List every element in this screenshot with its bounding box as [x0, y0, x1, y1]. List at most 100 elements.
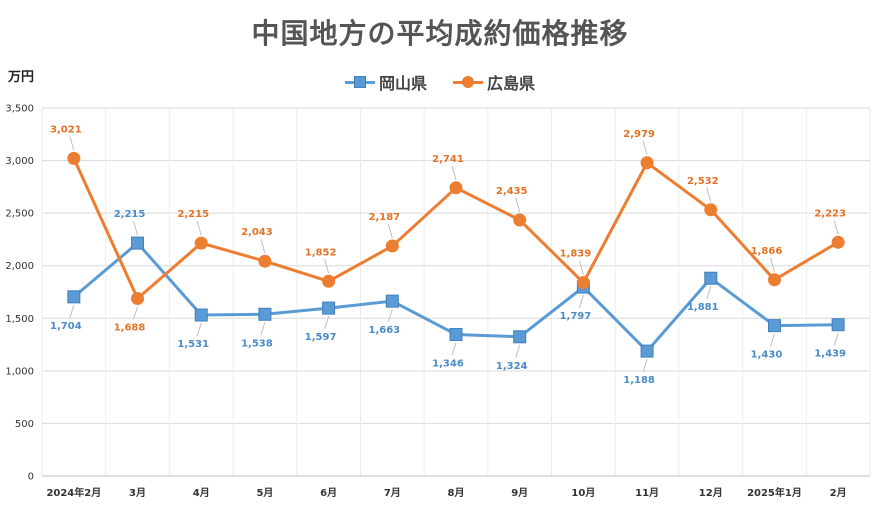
label-leader-line [515, 197, 521, 213]
y-tick-label: 2,000 [5, 261, 34, 272]
data-point-okayama [704, 271, 718, 285]
x-tick-label: 11月 [635, 487, 659, 499]
data-label-okayama: 1,430 [751, 350, 783, 361]
label-leader-line [387, 223, 393, 239]
data-label-hiroshima: 2,187 [368, 212, 400, 223]
label-leader-line [451, 165, 457, 180]
data-point-okayama [258, 307, 272, 321]
y-tick-label: 1,500 [5, 314, 34, 325]
label-leader-line [196, 220, 202, 236]
x-tick-label: 2024年2月 [46, 486, 101, 499]
label-leader-line [642, 358, 648, 373]
label-leader-line [769, 333, 775, 347]
label-leader-line [833, 332, 839, 346]
data-label-hiroshima: 3,021 [50, 124, 82, 135]
data-label-okayama: 1,439 [814, 349, 846, 360]
y-axis-unit-label: 万円 [8, 70, 35, 85]
data-point-hiroshima [576, 276, 590, 290]
label-leader-line [69, 136, 75, 151]
data-point-okayama [385, 294, 399, 308]
data-label-okayama: 1,797 [560, 311, 592, 322]
label-leader-line [833, 220, 839, 235]
legend-marker-circle-icon [453, 75, 483, 89]
data-label-okayama: 2,215 [114, 209, 146, 220]
data-point-okayama [194, 308, 208, 322]
data-label-hiroshima: 1,852 [305, 247, 337, 258]
x-tick-label: 2月 [830, 487, 847, 499]
label-leader-line [706, 286, 712, 300]
y-tick-label: 2,500 [5, 209, 34, 220]
x-tick-label: 6月 [320, 487, 337, 499]
label-leader-line [769, 257, 775, 272]
x-tick-label: 4月 [193, 487, 210, 499]
y-tick-label: 500 [15, 419, 34, 430]
data-point-hiroshima [385, 239, 399, 253]
data-label-okayama: 1,188 [623, 375, 655, 386]
data-label-okayama: 1,346 [432, 358, 464, 369]
legend-item-okayama: 岡山県 [344, 70, 427, 94]
data-label-hiroshima: 2,435 [496, 186, 528, 197]
y-tick-label: 1,000 [5, 366, 34, 377]
data-label-hiroshima: 1,839 [560, 249, 592, 260]
data-label-hiroshima: 2,223 [814, 208, 846, 219]
data-label-okayama: 1,881 [687, 302, 719, 313]
data-label-hiroshima: 2,741 [432, 154, 464, 165]
data-label-hiroshima: 1,688 [114, 323, 146, 334]
data-point-hiroshima [513, 213, 527, 227]
label-leader-line [324, 315, 330, 330]
data-point-hiroshima [322, 274, 336, 288]
data-label-hiroshima: 2,979 [623, 129, 655, 140]
x-tick-label: 9月 [511, 487, 528, 499]
data-label-okayama: 1,704 [50, 321, 82, 332]
y-tick-label: 3,000 [5, 156, 34, 167]
data-point-hiroshima [67, 151, 81, 165]
x-tick-label: 5月 [256, 487, 273, 499]
data-point-hiroshima [449, 181, 463, 195]
y-tick-label: 0 [28, 472, 34, 483]
chart-title: 中国地方の平均成約価格推移 [251, 17, 629, 50]
label-leader-line [133, 306, 139, 320]
legend-label-hiroshima: 広島県 [487, 74, 536, 93]
data-point-hiroshima [767, 273, 781, 287]
label-leader-line [578, 294, 584, 309]
data-point-okayama [640, 344, 654, 358]
label-leader-line [133, 220, 139, 236]
legend: 岡山県 広島県 [0, 70, 880, 94]
data-point-okayama [322, 301, 336, 315]
legend-item-hiroshima: 広島県 [453, 70, 535, 94]
data-point-hiroshima [831, 235, 845, 249]
data-point-okayama [131, 236, 145, 250]
label-leader-line [260, 322, 266, 336]
label-leader-line [387, 309, 393, 323]
data-point-hiroshima [258, 254, 272, 268]
x-tick-label: 12月 [699, 487, 723, 499]
label-leader-line [515, 344, 521, 358]
legend-marker-square-icon [344, 75, 375, 89]
label-leader-line [260, 239, 266, 254]
data-point-hiroshima [194, 236, 208, 250]
label-leader-line [642, 140, 648, 155]
data-label-hiroshima: 2,532 [687, 176, 719, 187]
x-tick-label: 3月 [129, 487, 146, 499]
x-tick-label: 8月 [448, 487, 465, 499]
label-leader-line [324, 259, 330, 274]
data-point-hiroshima [704, 203, 718, 217]
data-point-okayama [449, 327, 463, 341]
data-label-okayama: 1,531 [177, 339, 209, 350]
data-label-okayama: 1,538 [241, 338, 273, 349]
label-leader-line [578, 260, 584, 275]
data-label-hiroshima: 1,866 [751, 246, 783, 257]
label-leader-line [706, 187, 712, 202]
data-label-hiroshima: 2,215 [177, 209, 209, 220]
data-point-okayama [513, 330, 527, 344]
x-tick-label: 2025年1月 [747, 486, 802, 499]
data-label-okayama: 1,663 [368, 325, 400, 336]
data-label-okayama: 1,597 [305, 332, 337, 343]
x-tick-label: 10月 [571, 487, 595, 499]
legend-label-okayama: 岡山県 [378, 74, 427, 93]
label-leader-line [196, 322, 202, 337]
data-point-hiroshima [131, 292, 145, 306]
data-point-hiroshima [640, 156, 654, 170]
label-leader-line [451, 342, 457, 356]
